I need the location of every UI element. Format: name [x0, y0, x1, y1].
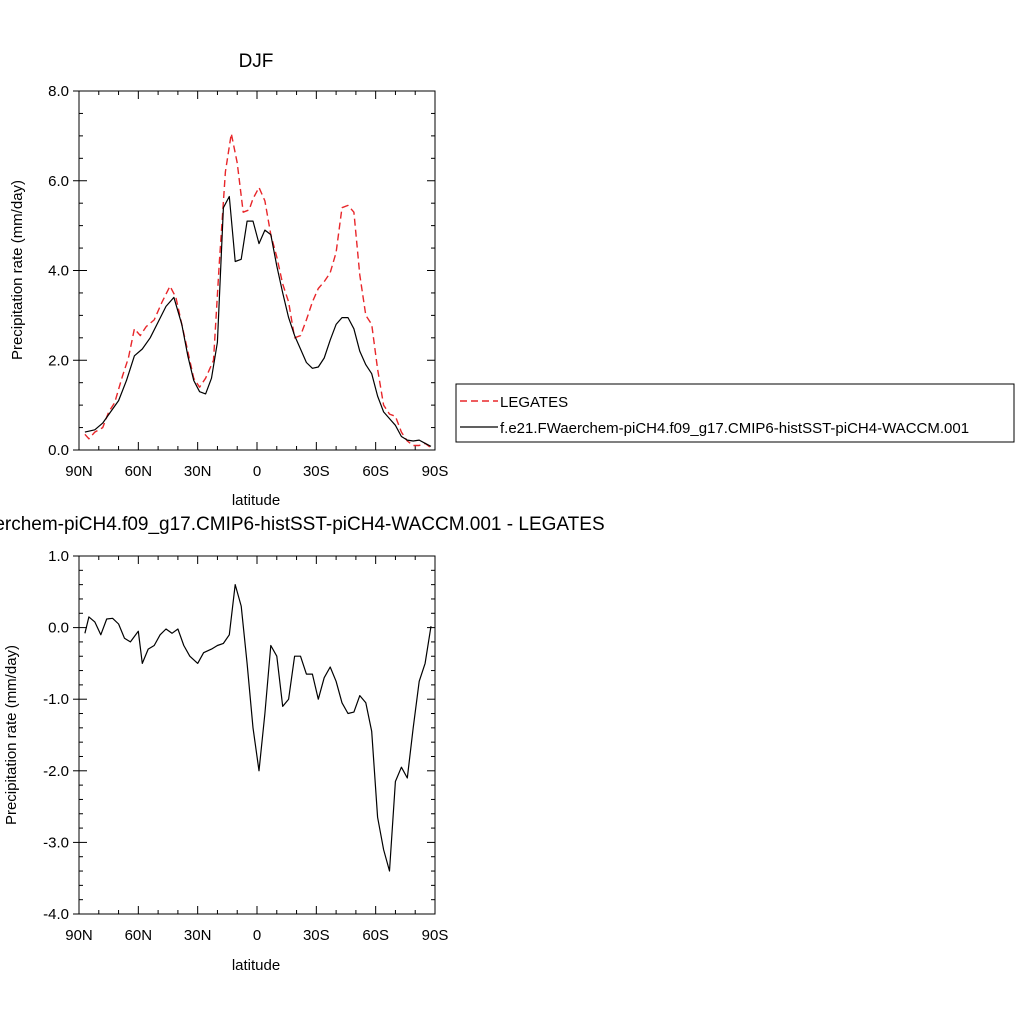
top-plot-frame	[78, 90, 436, 451]
top-x-tick-label: 90S	[422, 463, 449, 480]
top-x-tick-label: 60S	[362, 463, 389, 480]
top-x-axis-label: latitude	[232, 492, 280, 509]
bottom-x-tick-label: 60S	[362, 927, 389, 944]
top-y-tick-label: 0.0	[48, 442, 69, 459]
top-y-tick-label: 6.0	[48, 173, 69, 190]
bottom-x-tick-label: 30S	[303, 927, 330, 944]
bottom-x-tick-label: 0	[253, 927, 261, 944]
top-x-tick-label: 30N	[184, 463, 212, 480]
bottom-x-axis-label: latitude	[232, 957, 280, 974]
top-series-line-model	[84, 195, 432, 447]
legend-frame	[455, 383, 1015, 443]
bottom-x-tick-label: 90S	[422, 927, 449, 944]
bottom-y-tick-label: 0.0	[48, 620, 69, 637]
legend-label-model: f.e21.FWaerchem-piCH4.f09_g17.CMIP6-hist…	[500, 420, 969, 437]
top-data-lines	[84, 132, 432, 449]
top-y-tick-label: 2.0	[48, 352, 69, 369]
top-y-tick-label: 4.0	[48, 263, 69, 280]
legend: LEGATES f.e21.FWaerchem-piCH4.f09_g17.CM…	[455, 383, 1015, 443]
bottom-x-tick-label: 90N	[65, 927, 93, 944]
top-chart-title: DJF	[239, 51, 274, 72]
top-axes-ticks: 90N 60N 30N 0 30S 60S 90S 0.0 2.0 4.0 6.0 8.0	[48, 83, 448, 480]
bottom-y-tick-label: -1.0	[43, 691, 69, 708]
bottom-axes-ticks: 90N 60N 30N 0 30S 60S 90S -4.0 -3.0 -2.0 -1.0 0.0 1.…	[43, 548, 448, 944]
top-x-tick-label: 0	[253, 463, 261, 480]
bottom-data-lines	[84, 583, 432, 872]
top-x-tick-label: 90N	[65, 463, 93, 480]
bottom-x-tick-label: 30N	[184, 927, 212, 944]
bottom-y-tick-label: -3.0	[43, 834, 69, 851]
bottom-y-axis-label: Precipitation rate (mm/day)	[3, 645, 20, 825]
bottom-plot-frame	[78, 555, 436, 915]
bottom-panel: f.e21.FWaerchem-piCH4.f09_g17.CMIP6-hist…	[0, 514, 605, 974]
top-y-axis-label: Precipitation rate (mm/day)	[9, 180, 26, 360]
bottom-series-line-difference	[84, 583, 432, 872]
top-series-line-legates	[84, 132, 432, 449]
top-panel: DJF 90N 60N 30N 0 30S 60S 90S 0.0 2.0 4.0 6.0 8.0 l…	[9, 51, 448, 509]
bottom-x-tick-label: 60N	[125, 927, 153, 944]
bottom-chart-title: f.e21.FWaerchem-piCH4.f09_g17.CMIP6-hist…	[0, 514, 605, 535]
bottom-y-tick-label: 1.0	[48, 548, 69, 565]
top-x-tick-label: 30S	[303, 463, 330, 480]
legend-label-legates: LEGATES	[500, 394, 568, 411]
bottom-y-tick-label: -2.0	[43, 763, 69, 780]
top-x-tick-label: 60N	[125, 463, 153, 480]
top-y-tick-label: 8.0	[48, 83, 69, 100]
bottom-y-tick-label: -4.0	[43, 906, 69, 923]
